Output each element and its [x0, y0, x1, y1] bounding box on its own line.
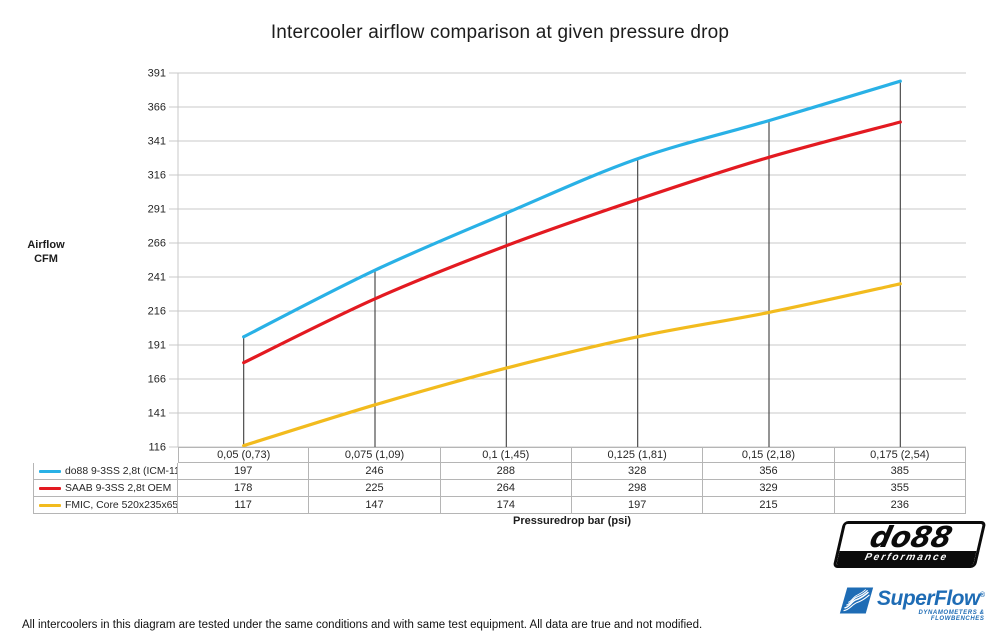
y-tick-label: 316 [148, 170, 166, 182]
do88-logo-subtitle: Performance [836, 551, 977, 565]
x-axis-title: Pressuredrop bar (psi) [513, 515, 631, 527]
legend-swatch [39, 503, 61, 507]
x-category-header: 0,05 (0,73) [178, 447, 310, 463]
y-tick-label: 241 [148, 272, 166, 284]
legend-cell: SAAB 9-3SS 2,8t OEM [33, 480, 178, 497]
y-tick-label: 141 [148, 408, 166, 420]
legend-cell: FMIC, Core 520x235x65mm [33, 497, 178, 514]
value-cell: 385 [834, 463, 966, 480]
y-axis-title-line1: Airflow [27, 239, 65, 251]
y-tick-label: 341 [148, 136, 166, 148]
x-category-header: 0,125 (1,81) [571, 447, 704, 463]
series-line-0 [242, 79, 902, 339]
superflow-logo-text: SuperFlow® [877, 587, 985, 610]
legend-label: SAAB 9-3SS 2,8t OEM [65, 482, 172, 494]
x-category-header: 0,175 (2,54) [834, 447, 966, 463]
footer-note: All intercoolers in this diagram are tes… [22, 619, 703, 631]
value-cell: 225 [309, 480, 441, 497]
value-cell: 288 [440, 463, 572, 480]
superflow-logo: SuperFlow® DYNAMOMETERS & FLOWBENCHES [838, 585, 985, 622]
table-corner-cell [33, 447, 178, 463]
y-tick-label: 116 [148, 442, 166, 454]
x-category-header: 0,1 (1,45) [440, 447, 572, 463]
chart-title: Intercooler airflow comparison at given … [270, 22, 730, 43]
value-cell: 197 [178, 463, 310, 480]
y-tick-label: 291 [148, 204, 166, 216]
superflow-wave-icon [839, 587, 874, 614]
value-cell: 356 [703, 463, 835, 480]
y-tick-label: 366 [148, 102, 166, 114]
do88-logo-text: do88 [866, 521, 956, 554]
value-cell: 174 [440, 497, 572, 514]
value-cell: 246 [309, 463, 441, 480]
value-cell: 355 [834, 480, 966, 497]
y-tick-label: 266 [148, 238, 166, 250]
value-cell: 178 [178, 480, 310, 497]
value-cell: 298 [571, 480, 704, 497]
y-axis-title: Airflow CFM [12, 238, 80, 266]
value-cell: 328 [571, 463, 704, 480]
value-cell: 215 [703, 497, 835, 514]
data-table: 0,05 (0,73) 0,075 (1,09) 0,1 (1,45) 0,125 (… [33, 447, 966, 514]
y-tick-label: 216 [148, 306, 166, 318]
y-tick-label: 191 [148, 340, 166, 352]
legend-cell: do88 9-3SS 2,8t (ICM-110) [33, 463, 178, 480]
value-cell: 197 [571, 497, 704, 514]
legend-swatch [39, 486, 61, 490]
value-cell: 264 [440, 480, 572, 497]
legend-label: do88 9-3SS 2,8t (ICM-110) [65, 465, 178, 477]
value-cell: 329 [703, 480, 835, 497]
do88-logo: do88 Performance [832, 521, 987, 568]
x-category-header: 0,075 (1,09) [309, 447, 441, 463]
legend-swatch [39, 469, 61, 473]
series-line-1 [242, 120, 902, 365]
y-axis-title-line2: CFM [34, 253, 58, 265]
superflow-logo-subtitle: DYNAMOMETERS & FLOWBENCHES [918, 610, 985, 622]
y-tick-label: 166 [148, 374, 166, 386]
value-cell: 147 [309, 497, 441, 514]
series-line-2 [242, 282, 902, 448]
y-tick-label: 391 [148, 68, 166, 80]
value-cell: 117 [178, 497, 310, 514]
value-cell: 236 [834, 497, 966, 514]
registered-mark-icon: ® [979, 592, 985, 599]
legend-label: FMIC, Core 520x235x65mm [65, 499, 178, 511]
x-category-header: 0,15 (2,18) [703, 447, 835, 463]
